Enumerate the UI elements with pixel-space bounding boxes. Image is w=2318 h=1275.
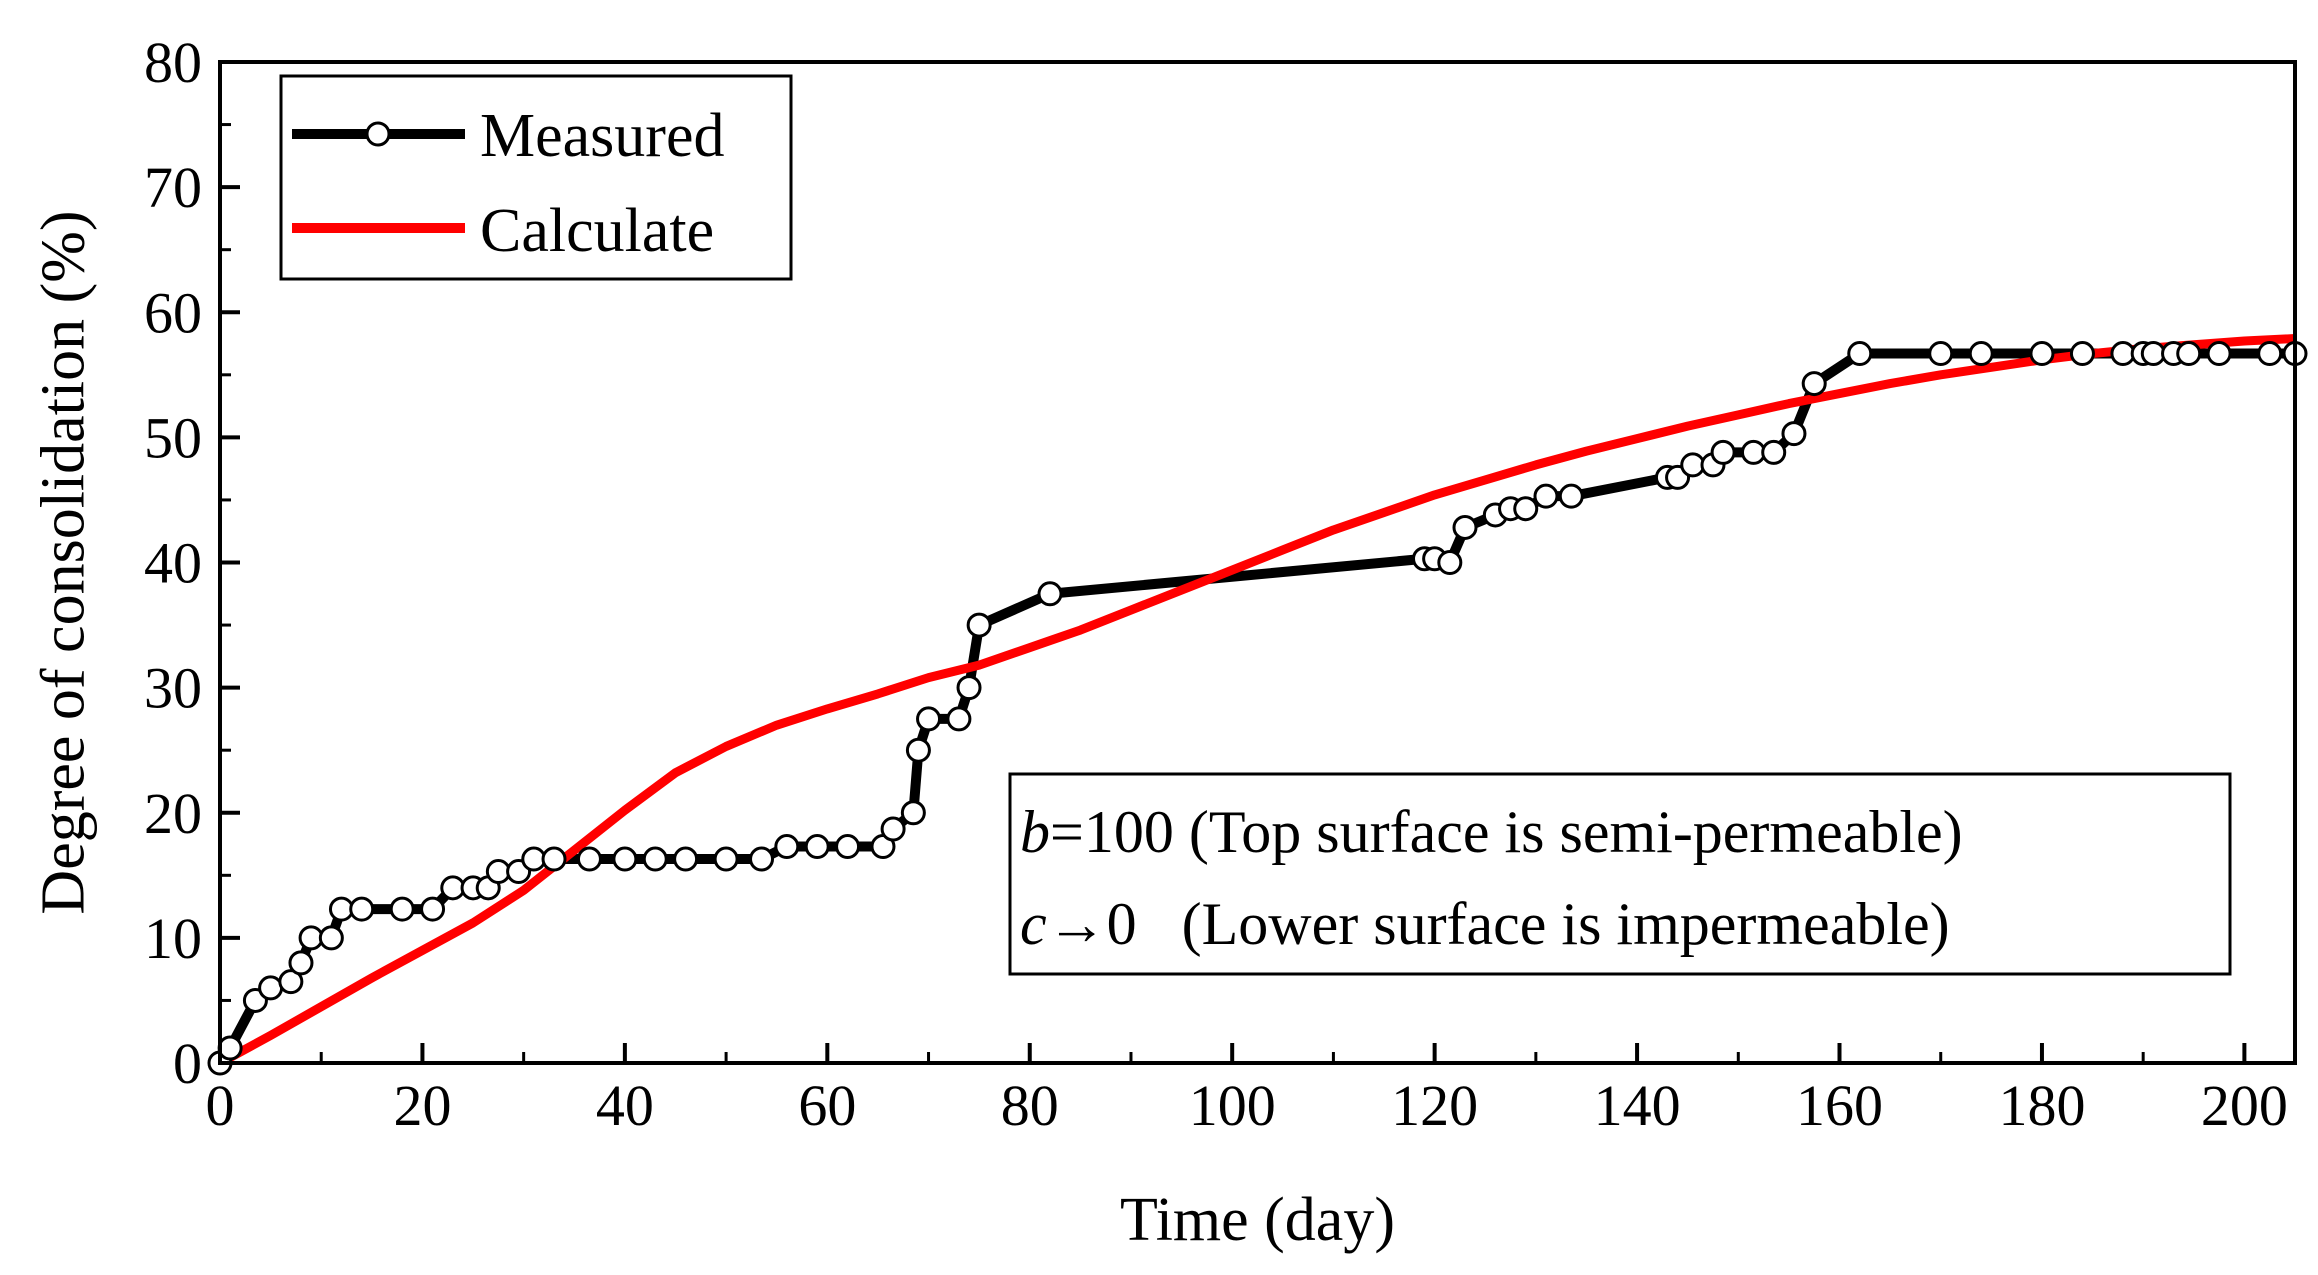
measured-point	[2206, 341, 2232, 367]
measured-point	[298, 925, 324, 951]
y-tick-label: 70	[144, 155, 202, 220]
y-tick-label: 10	[144, 906, 202, 971]
measured-point	[900, 800, 926, 826]
measured-point	[673, 846, 699, 872]
measured-point	[1558, 483, 1584, 509]
measured-point	[1037, 581, 1063, 607]
legend: Measured Calculate	[279, 74, 793, 281]
legend-label-calculate: Calculate	[480, 197, 714, 265]
measured-point	[2257, 341, 2283, 367]
x-tick-label: 0	[206, 1073, 235, 1138]
measured-point	[420, 896, 446, 922]
x-tick-label: 80	[1001, 1073, 1059, 1138]
boundary-condition-annotation: b=100 (Top surface is semi-permeable) c→…	[1008, 772, 2232, 976]
plot-frame	[218, 60, 2297, 1065]
y-tick-label: 20	[144, 781, 202, 846]
y-tick-label: 50	[144, 405, 202, 470]
measured-point	[804, 834, 830, 860]
x-tick-label: 40	[596, 1073, 654, 1138]
x-tick-label: 120	[1391, 1073, 1478, 1138]
y-tick-label: 60	[144, 280, 202, 345]
annotation-var-b: b	[1020, 799, 1050, 865]
measured-point	[288, 950, 314, 976]
measured-point	[278, 969, 304, 995]
measured-point	[1761, 439, 1787, 465]
measured-point	[2176, 341, 2202, 367]
measured-point	[258, 975, 284, 1001]
measured-point	[1847, 341, 1873, 367]
measured-point	[946, 706, 972, 732]
measured-point	[880, 816, 906, 842]
measured-point	[1513, 496, 1539, 522]
x-tick-label: 100	[1189, 1073, 1276, 1138]
measured-point	[612, 846, 638, 872]
measured-point	[576, 846, 602, 872]
y-tick-label: 0	[173, 1031, 202, 1096]
y-tick-label: 40	[144, 531, 202, 596]
annotation-var-c: c	[1020, 891, 1047, 957]
measured-point	[1928, 341, 1954, 367]
measured-point	[1680, 452, 1706, 478]
measured-point	[956, 675, 982, 701]
measured-point	[440, 875, 466, 901]
measured-point	[642, 846, 668, 872]
measured-point	[966, 612, 992, 638]
measured-point	[521, 846, 547, 872]
measured-point	[905, 737, 931, 763]
x-tick-label: 140	[1594, 1073, 1681, 1138]
x-tick-label: 20	[393, 1073, 451, 1138]
x-tick-label: 60	[798, 1073, 856, 1138]
measured-point	[217, 1035, 243, 1061]
annotation-text-1: =100 (Top surface is semi-permeable)	[1050, 799, 1963, 865]
measured-point	[1533, 483, 1559, 509]
measured-point	[713, 846, 739, 872]
measured-point	[1781, 421, 1807, 447]
legend-label-measured: Measured	[480, 102, 724, 170]
legend-measured-marker	[365, 121, 391, 147]
measured-point	[1968, 341, 1994, 367]
measured-point	[328, 896, 354, 922]
measured-point	[485, 859, 511, 885]
measured-point	[1801, 371, 1827, 397]
annotation-text-2: →0 (Lower surface is impermeable)	[1047, 891, 1950, 957]
measured-point	[2140, 341, 2166, 367]
annotation-line-1: b=100 (Top surface is semi-permeable)	[1020, 799, 1963, 865]
x-axis-title: Time (day)	[1120, 1186, 1395, 1254]
measured-point	[1437, 550, 1463, 575]
measured-point	[318, 925, 344, 951]
y-axis-title: Degree of consolidation (%)	[30, 210, 98, 914]
y-tick-label: 80	[144, 30, 202, 95]
y-tick-label: 30	[144, 656, 202, 721]
x-tick-label: 160	[1796, 1073, 1883, 1138]
measured-point	[349, 896, 375, 922]
measured-point	[835, 834, 861, 860]
measured-point	[1740, 439, 1766, 465]
measured-point	[389, 896, 415, 922]
measured-point	[749, 846, 775, 872]
x-tick-label: 180	[1998, 1073, 2085, 1138]
measured-point	[1710, 439, 1736, 465]
measured-point	[1452, 514, 1478, 540]
measured-point	[2029, 341, 2055, 367]
measured-point	[916, 706, 942, 732]
measured-point	[774, 834, 800, 860]
annotation-box	[1008, 772, 2232, 976]
annotation-line-2: c→0 (Lower surface is impermeable)	[1020, 891, 1950, 957]
axis-ticks: 0 20 40 60 80 100 120 140 160 180 200 0 10 20 30 40 50 60…	[144, 30, 2288, 1138]
x-tick-label: 200	[2201, 1073, 2288, 1138]
measured-point	[2069, 341, 2095, 367]
measured-point	[2110, 341, 2136, 367]
series-layer	[207, 334, 2308, 1076]
measured-point	[541, 846, 567, 872]
legend-box	[279, 74, 793, 281]
